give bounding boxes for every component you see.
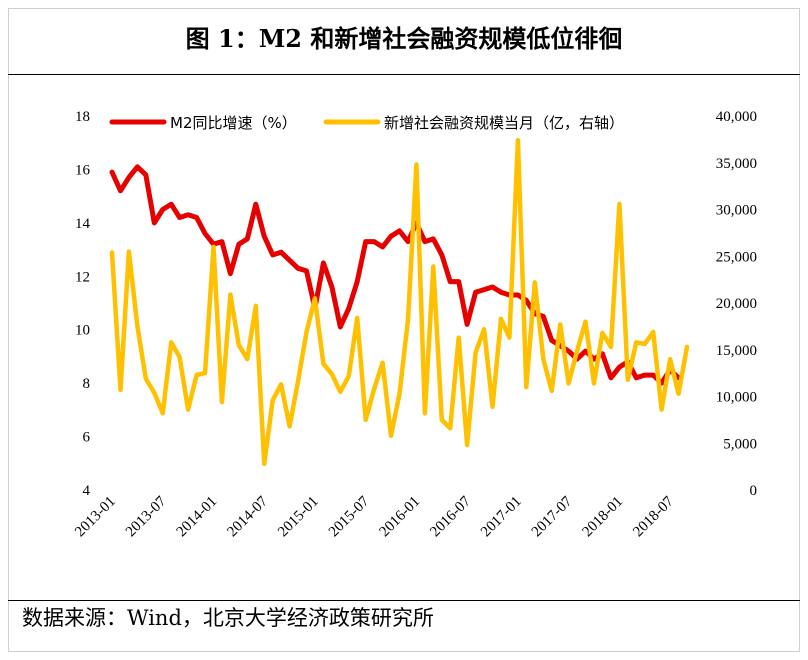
figure-frame [8, 8, 800, 652]
x-axis-tick-label: 2017-01 [478, 494, 525, 541]
left-axis-tick-label: 12 [75, 269, 90, 285]
x-axis-tick-label: 2018-01 [580, 494, 627, 541]
x-axis-tick-label: 2015-01 [275, 494, 322, 541]
x-axis-tick-label: 2016-01 [377, 494, 424, 541]
right-axis-tick-label: 20,000 [716, 296, 757, 312]
left-axis-tick-label: 4 [83, 483, 91, 499]
chart-title: 图 1：M2 和新增社会融资规模低位徘徊 [185, 24, 623, 53]
x-axis-tick-label: 2015-07 [326, 493, 373, 540]
x-axis-tick-label: 2013-07 [123, 493, 170, 540]
m2-growth-line [109, 164, 681, 386]
left-axis-tick-label: 6 [83, 430, 91, 446]
x-axis-tick-label: 2017-07 [529, 493, 576, 540]
x-axis-tick-label: 2013-01 [72, 494, 119, 541]
right-axis-tick-label: 40,000 [716, 109, 757, 125]
right-axis-tick-label: 5,000 [723, 436, 757, 452]
x-axis-tick-label: 2014-01 [174, 494, 221, 541]
source-note: 数据来源：Wind，北京大学经济政策研究所 [22, 606, 434, 630]
chart-lines [109, 138, 690, 467]
legend-label: 新增社会融资规模当月（亿，右轴） [384, 114, 624, 132]
source-divider [8, 600, 800, 601]
x-axis-tick-label: 2018-07 [630, 493, 677, 540]
left-axis-tick-label: 18 [75, 109, 90, 125]
tsf-monthly-line [109, 138, 690, 467]
x-axis-tick-label: 2016-07 [427, 493, 474, 540]
x-axis-tick-label: 2014-07 [224, 493, 271, 540]
legend-label: M2同比增速（%） [170, 114, 297, 132]
left-axis-tick-label: 8 [83, 376, 91, 392]
chart-legend: M2同比增速（%） 新增社会融资规模当月（亿，右轴） [109, 114, 624, 132]
right-axis-tick-label: 30,000 [716, 203, 757, 219]
right-axis-tick-label: 15,000 [716, 343, 757, 359]
left-axis-tick-label: 10 [75, 323, 90, 339]
left-axis-tick-label: 14 [75, 216, 91, 232]
title-divider [8, 74, 800, 75]
right-axis-tick-label: 35,000 [716, 156, 757, 172]
right-axis-tick-label: 10,000 [716, 390, 757, 406]
left-axis-tick-label: 16 [75, 162, 91, 178]
right-axis-tick-label: 25,000 [716, 249, 757, 265]
right-axis-tick-label: 0 [750, 483, 758, 499]
